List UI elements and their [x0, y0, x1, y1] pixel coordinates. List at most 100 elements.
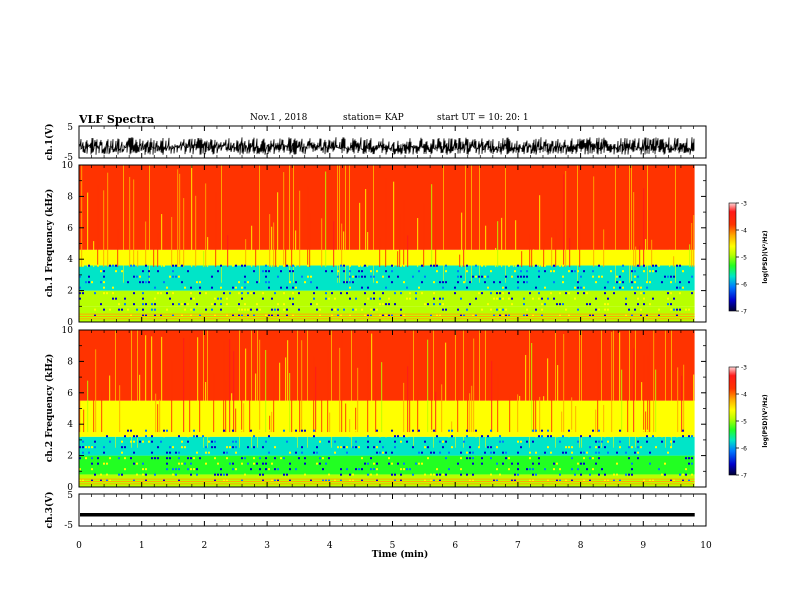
spectrogram-streak — [213, 373, 215, 433]
spectrogram-speckle — [667, 297, 669, 300]
spectrogram-speckle — [682, 435, 684, 438]
spectrogram-speckle — [655, 264, 657, 267]
spectrogram-streak — [329, 412, 331, 433]
spectrogram-speckle — [346, 451, 348, 454]
spectrogram-speckle — [487, 446, 489, 449]
spectrogram-speckle — [91, 457, 93, 460]
spectrogram-speckle — [352, 479, 354, 482]
spectrogram-speckle — [376, 468, 378, 471]
spectrogram-streak — [531, 249, 533, 268]
spectrogram-speckle — [256, 308, 258, 311]
spectrogram-speckle — [415, 292, 417, 295]
spectrogram-speckle — [376, 446, 378, 449]
spectrogram-speckle — [103, 292, 105, 295]
spectrogram-speckle — [481, 275, 483, 278]
spectrogram-streak — [205, 381, 207, 433]
spectrogram-speckle — [490, 292, 492, 295]
spectrogram-speckle — [106, 462, 108, 465]
spectrogram-streak — [681, 375, 683, 433]
spectrogram-speckle — [487, 435, 489, 438]
spectrogram-streak — [95, 349, 97, 433]
spectrogram-speckle — [367, 435, 369, 438]
spectrogram-speckle — [568, 270, 570, 273]
spectrogram-speckle — [253, 446, 255, 449]
spectrogram-speckle — [250, 468, 252, 471]
spectrogram-speckle — [316, 286, 318, 289]
spectrogram-speckle — [133, 275, 135, 278]
spectrogram-streak — [691, 222, 693, 268]
spectrogram-speckle — [142, 473, 144, 476]
spectrogram-speckle — [346, 292, 348, 295]
spectrogram-streak — [473, 338, 475, 433]
spectrogram-speckle — [259, 429, 261, 432]
spectrogram-speckle — [526, 275, 528, 278]
xtick-label: 7 — [515, 541, 521, 551]
spectrogram-speckle — [598, 451, 600, 454]
spectrogram-speckle — [85, 457, 87, 460]
spectrogram-speckle — [322, 479, 324, 482]
spectrogram-speckle — [175, 264, 177, 267]
spectrogram-speckle — [142, 292, 144, 295]
spectrogram-speckle — [547, 435, 549, 438]
spectrogram-speckle — [265, 314, 267, 317]
spectrogram-streak — [257, 330, 258, 448]
spectrogram-streak — [451, 421, 453, 433]
spectrogram-speckle — [625, 297, 627, 300]
spectrogram-speckle — [541, 314, 543, 317]
ch3-wave-ylabel: ch.3(V) — [44, 492, 55, 529]
spectrogram-band — [79, 165, 695, 250]
spectrogram-speckle — [244, 457, 246, 460]
spectrogram-speckle — [292, 303, 294, 306]
spectrogram-speckle — [79, 264, 81, 267]
spectrogram-speckle — [397, 435, 399, 438]
spectrogram-streak — [435, 196, 437, 268]
spectrogram-speckle — [442, 303, 444, 306]
spectrogram-speckle — [241, 286, 243, 289]
spectrogram-speckle — [418, 429, 420, 432]
spectrogram-speckle — [349, 435, 351, 438]
spectrogram-speckle — [649, 303, 651, 306]
spectrogram-band — [79, 290, 695, 307]
spectrogram-speckle — [643, 479, 645, 482]
spectrogram-speckle — [649, 462, 651, 465]
spectrogram-speckle — [196, 473, 198, 476]
spectrogram-speckle — [574, 297, 576, 300]
spectrogram-speckle — [172, 292, 174, 295]
spectrogram-speckle — [133, 264, 135, 267]
spectrogram-speckle — [463, 440, 465, 443]
spectrogram-speckle — [433, 473, 435, 476]
spectrogram-speckle — [577, 462, 579, 465]
spectrogram-speckle — [505, 275, 507, 278]
spectrogram-speckle — [460, 297, 462, 300]
spectrogram-speckle — [118, 457, 120, 460]
spectrogram-speckle — [322, 457, 324, 460]
spectrogram-speckle — [145, 303, 147, 306]
spectrogram-speckle — [439, 314, 441, 317]
spectrogram-speckle — [613, 473, 615, 476]
spectrogram-speckle — [412, 275, 414, 278]
spectrogram-streak — [145, 221, 147, 268]
spectrogram-speckle — [424, 473, 426, 476]
ch1-colorbar-label: log(PSD)(V²/Hz) — [762, 230, 769, 283]
spectrogram-speckle — [262, 292, 264, 295]
spectrogram-streak — [265, 349, 267, 433]
spectrogram-speckle — [307, 275, 309, 278]
spectrogram-speckle — [334, 440, 336, 443]
spectrogram-speckle — [568, 435, 570, 438]
spectrogram-speckle — [640, 286, 642, 289]
spectrogram-speckle — [406, 468, 408, 471]
spectrogram-speckle — [676, 264, 678, 267]
spectrogram-speckle — [481, 457, 483, 460]
spectrogram-speckle — [490, 435, 492, 438]
spectrogram-band — [79, 455, 695, 475]
spectrogram-speckle — [595, 462, 597, 465]
spectrogram-speckle — [79, 446, 81, 449]
spectrogram-speckle — [331, 292, 333, 295]
spectrogram-speckle — [433, 281, 435, 284]
spectrogram-speckle — [394, 303, 396, 306]
spectrogram-speckle — [385, 314, 387, 317]
spectrogram-speckle — [124, 435, 126, 438]
spectrogram-streak — [107, 172, 109, 268]
spectrogram-speckle — [400, 308, 402, 311]
spectrogram-speckle — [535, 473, 537, 476]
